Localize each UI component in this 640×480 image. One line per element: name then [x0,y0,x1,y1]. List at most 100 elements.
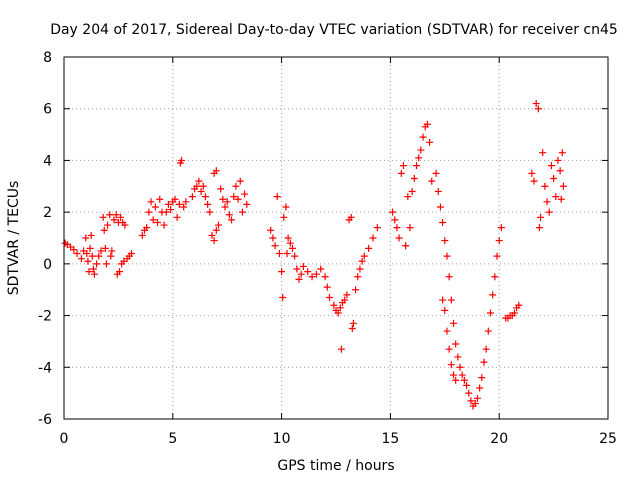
data-point [308,273,316,281]
data-point [558,149,566,157]
data-point [489,291,497,299]
data-point [167,206,175,214]
data-point [325,293,333,301]
data-point [348,325,356,332]
data-point [465,389,473,397]
data-point [404,193,412,201]
y-tick-label: 2 [43,205,52,221]
data-point [341,296,349,304]
x-tick-label: 20 [490,431,508,447]
data-point [278,268,286,276]
y-tick-label: 0 [43,257,52,273]
data-point [447,296,455,304]
data-point [70,246,78,254]
data-point [295,275,303,283]
data-point [447,361,455,369]
data-point [552,193,560,201]
data-point [532,100,540,108]
x-axis-label: GPS time / hours [277,458,394,474]
data-point [293,265,301,273]
data-point [476,384,484,392]
data-point [415,154,423,162]
data-point [480,358,488,366]
x-tick-label: 5 [168,431,177,447]
data-point [88,252,96,260]
data-point [106,211,114,219]
data-point [545,208,553,216]
data-point [182,198,190,206]
data-point [334,309,342,317]
y-tick-label: 6 [43,102,52,118]
data-point [471,399,479,407]
data-point [115,268,123,276]
data-point [273,193,281,201]
data-point [104,221,112,229]
data-point [478,374,486,382]
data-point [206,208,214,216]
data-point [406,224,414,232]
data-point [145,208,153,216]
data-point [426,138,434,146]
y-axis-label: SDTVAR / TECUs [6,181,22,296]
data-point [399,162,407,170]
data-point [284,234,292,242]
data-point [236,177,244,185]
data-point [127,250,135,258]
data-point [493,252,501,260]
data-point [452,340,460,348]
data-point [282,203,290,211]
data-point [535,224,543,232]
data-point [149,216,157,224]
data-point [452,376,460,384]
data-point [356,265,364,273]
data-point [389,208,397,216]
data-point [330,301,338,309]
data-point [228,216,236,224]
data-point [267,226,275,234]
data-points [61,100,567,410]
data-point [554,156,562,164]
data-point [212,226,220,234]
data-point [110,216,118,224]
data-point [217,185,225,193]
data-point [473,394,481,402]
data-point [156,195,164,203]
data-point [164,200,172,208]
data-point [397,169,405,177]
data-point [419,133,427,141]
data-point [243,200,251,208]
data-point [121,221,129,229]
data-point [391,216,399,224]
data-point [423,120,431,128]
data-point [101,244,109,252]
data-point [358,257,366,265]
data-point [214,221,222,229]
data-point [225,211,233,219]
data-point [352,286,360,294]
data-point [495,237,503,245]
data-point [93,260,101,268]
grid-lines [64,57,608,419]
data-point [84,257,92,265]
data-point [441,306,449,314]
data-point [102,260,110,268]
y-tick-label: -4 [38,360,52,376]
data-point [297,270,305,278]
data-point [89,265,97,273]
data-point [90,270,98,278]
data-point [99,213,107,221]
data-point [204,200,212,208]
data-point [83,250,91,258]
data-point [417,146,425,154]
data-point [402,242,410,250]
data-point [537,213,545,221]
y-tick-labels: -6 -4 -2 0 2 4 6 8 [38,50,52,428]
y-tick-label: -2 [38,309,52,325]
data-point [510,309,518,317]
y-tick-label: 8 [43,50,52,66]
data-point [238,208,246,216]
data-point [280,213,288,221]
x-tick-labels: 0 5 10 15 20 25 [60,431,617,447]
data-point [547,162,555,170]
data-point [550,175,558,183]
